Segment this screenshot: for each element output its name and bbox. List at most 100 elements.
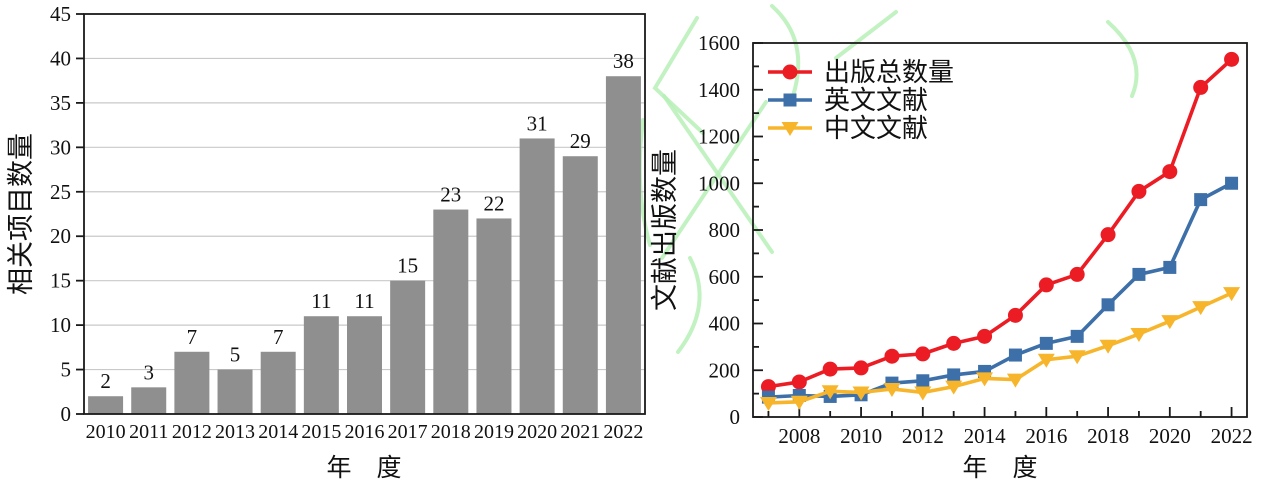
bar-value-label: 5 — [230, 343, 241, 367]
series-line — [766, 57, 1234, 389]
series-marker-triangle-down — [914, 386, 932, 401]
y-tick-label: 800 — [709, 218, 741, 242]
series-marker-circle — [977, 328, 993, 344]
series-line — [766, 291, 1234, 405]
x-tick-label: 2014 — [258, 421, 298, 443]
watermark-stroke — [652, 16, 705, 135]
series-marker-square — [1039, 336, 1053, 350]
series-marker-circle — [1038, 277, 1054, 293]
projects-bar-chart: 2201032011720125201372014112015112016152… — [6, 2, 646, 482]
bar — [88, 396, 124, 414]
y-tick-label: 15 — [50, 269, 71, 293]
series-marker-triangle-down — [1068, 350, 1086, 365]
y-tick-label: 25 — [50, 180, 71, 204]
series-marker-triangle-down — [781, 122, 799, 136]
series-marker-triangle-down — [945, 380, 963, 395]
x-tick-label: 2010 — [86, 421, 126, 443]
series-marker-circle — [1162, 164, 1178, 180]
series-marker-triangle-down — [1223, 287, 1241, 302]
x-tick-label: 2016 — [1025, 424, 1067, 448]
series-marker-square — [1132, 267, 1146, 281]
bar — [605, 76, 641, 414]
series-marker-circle — [1224, 51, 1240, 67]
x-tick-label: 2020 — [1149, 424, 1191, 448]
x-tick-label: 2011 — [129, 421, 168, 443]
y-tick-label: 0 — [730, 405, 741, 429]
series-marker-square — [947, 368, 961, 382]
bar — [260, 351, 296, 414]
watermark-stroke — [660, 100, 768, 260]
y-tick-label: 1000 — [698, 171, 740, 195]
series-marker-circle — [782, 64, 798, 80]
y-tick-label: 5 — [61, 358, 72, 382]
series-marker-triangle-down — [1006, 373, 1024, 388]
x-tick-label: 2020 — [517, 421, 557, 443]
x-tick-label: 2017 — [388, 421, 428, 443]
bar — [131, 387, 167, 414]
bar — [519, 138, 555, 414]
series-marker-circle — [853, 360, 869, 376]
y-tick-label: 30 — [50, 135, 71, 159]
series-marker-triangle-down — [1192, 301, 1210, 316]
series-line — [766, 181, 1234, 399]
x-tick-label: 2012 — [172, 421, 212, 443]
bar — [217, 369, 253, 414]
x-tick-label: 2018 — [1087, 424, 1129, 448]
series-marker-circle — [760, 379, 776, 395]
bar-value-label: 22 — [483, 191, 504, 215]
bar-value-label: 7 — [187, 325, 198, 349]
y-tick-label: 45 — [50, 2, 71, 26]
series-marker-square — [1163, 260, 1177, 274]
x-tick-label: 2012 — [902, 424, 944, 448]
bar — [347, 316, 382, 414]
series-marker-triangle-down — [1130, 328, 1148, 343]
series-marker-circle — [1007, 307, 1023, 323]
x-tick-label: 2018 — [431, 421, 471, 443]
y-tick-label: 400 — [709, 312, 741, 336]
y-tick-label: 10 — [50, 313, 71, 337]
y-tick-label: 35 — [50, 91, 71, 115]
line-chart-x-axis-title: 年 度 — [962, 454, 1037, 482]
bar-chart-y-axis-title: 相关项目数量 — [6, 133, 36, 295]
x-tick-label: 2016 — [345, 421, 385, 443]
legend-item-label: 出版总数量 — [824, 58, 954, 87]
series-marker-triangle-down — [883, 382, 901, 397]
y-tick-label: 1200 — [698, 125, 740, 149]
series-marker-triangle-down — [852, 386, 870, 401]
x-tick-label: 2021 — [560, 421, 600, 443]
series-marker-circle — [1069, 266, 1085, 282]
bar — [390, 280, 426, 414]
series-marker-triangle-down — [1099, 339, 1117, 354]
bar-value-label: 3 — [143, 360, 154, 384]
series-marker-circle — [1100, 227, 1116, 243]
series-marker-triangle-down — [1161, 315, 1179, 330]
line-chart-y-axis-title: 文献出版数量 — [650, 149, 680, 311]
watermark-stroke — [676, 256, 702, 354]
series-marker-circle — [1131, 183, 1147, 199]
series-marker-square — [783, 93, 797, 107]
bar — [174, 351, 210, 414]
series-marker-triangle-down — [821, 385, 839, 400]
bar-chart-x-axis-title: 年 度 — [326, 454, 401, 482]
y-tick-label: 20 — [50, 224, 71, 248]
y-tick-label: 200 — [709, 358, 741, 382]
y-tick-label: 40 — [50, 46, 71, 70]
y-tick-label: 1400 — [698, 78, 740, 102]
bar — [303, 316, 339, 414]
x-tick-label: 2013 — [215, 421, 255, 443]
bar-value-label: 11 — [311, 289, 331, 313]
bar-value-label: 15 — [397, 254, 418, 278]
bar — [433, 209, 469, 414]
series-marker-circle — [915, 346, 931, 362]
bar-value-label: 31 — [527, 111, 548, 135]
bar-value-label: 23 — [440, 183, 461, 207]
y-tick-label: 1600 — [698, 31, 740, 55]
bar-value-label: 11 — [354, 289, 374, 313]
series-marker-square — [1194, 193, 1208, 207]
x-tick-label: 2008 — [778, 424, 820, 448]
series-marker-square — [916, 374, 930, 388]
series-marker-circle — [1193, 79, 1209, 95]
watermark-stroke — [1106, 20, 1139, 98]
series-marker-square — [1070, 329, 1084, 343]
